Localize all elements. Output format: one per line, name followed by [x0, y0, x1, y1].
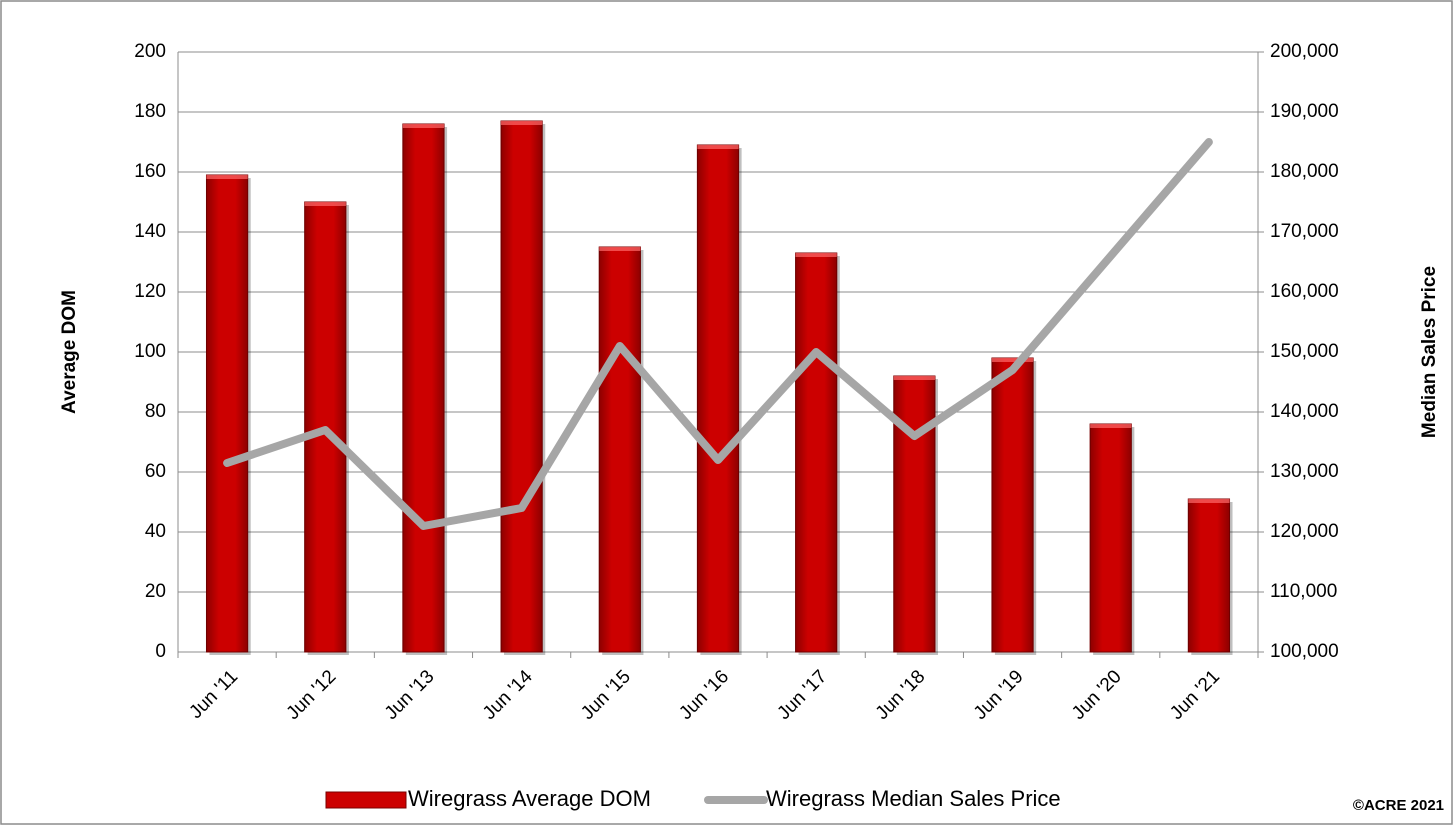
y2-tick-label: 160,000 [1270, 281, 1339, 302]
y2-tick-label: 190,000 [1270, 101, 1339, 122]
y2-tick-label: 100,000 [1270, 641, 1339, 662]
bar-shade [697, 145, 739, 652]
bar-shade [893, 376, 935, 652]
y2-tick-label: 150,000 [1270, 341, 1339, 362]
y-tick-label: 200 [134, 41, 166, 62]
y2-tick-label: 130,000 [1270, 461, 1339, 482]
y-tick-label: 80 [145, 401, 166, 422]
bar-shade [795, 253, 837, 652]
y2-tick-label: 120,000 [1270, 521, 1339, 542]
legend-label: Wiregrass Median Sales Price [766, 786, 1061, 811]
y-axis-label: Average DOM [59, 290, 80, 414]
line [223, 138, 1213, 530]
bar-shade [991, 358, 1034, 652]
bar-cap [304, 202, 346, 206]
bar-cap [1090, 424, 1132, 428]
bar-cap [402, 124, 445, 128]
y2-tick-label: 200,000 [1270, 41, 1339, 62]
y-tick-label: 100 [134, 341, 166, 362]
y-tick-label: 60 [145, 461, 166, 482]
bar-cap [991, 358, 1034, 362]
y-tick-label: 40 [145, 521, 166, 542]
bar-cap [893, 376, 935, 380]
y-tick-label: 20 [145, 581, 166, 602]
y-tick-label: 160 [134, 161, 166, 182]
bar-shade [206, 175, 248, 652]
bar-cap [206, 175, 248, 179]
y2-tick-label: 140,000 [1270, 401, 1339, 422]
copyright: ©ACRE 2021 [1353, 797, 1444, 814]
y-tick-label: 0 [155, 641, 166, 662]
legend-swatch [325, 791, 407, 809]
bar-cap [599, 247, 641, 251]
bar-shade [402, 124, 445, 652]
bar-shade [1188, 499, 1230, 652]
bar-cap [697, 145, 739, 149]
y-tick-label: 180 [134, 101, 166, 122]
legend-label: Wiregrass Average DOM [408, 786, 651, 811]
bar-shade [599, 247, 641, 652]
y2-tick-label: 170,000 [1270, 221, 1339, 242]
bar-cap [1188, 499, 1230, 503]
y2-tick-label: 110,000 [1270, 581, 1337, 602]
y2-tick-label: 180,000 [1270, 161, 1339, 182]
y2-axis-label: Median Sales Price [1419, 266, 1440, 438]
y-tick-label: 120 [134, 281, 166, 302]
bar-cap [795, 253, 837, 257]
bar-shade [501, 121, 543, 652]
bar-shade [1090, 424, 1132, 652]
bar-cap [501, 121, 543, 125]
y-tick-label: 140 [134, 221, 166, 242]
